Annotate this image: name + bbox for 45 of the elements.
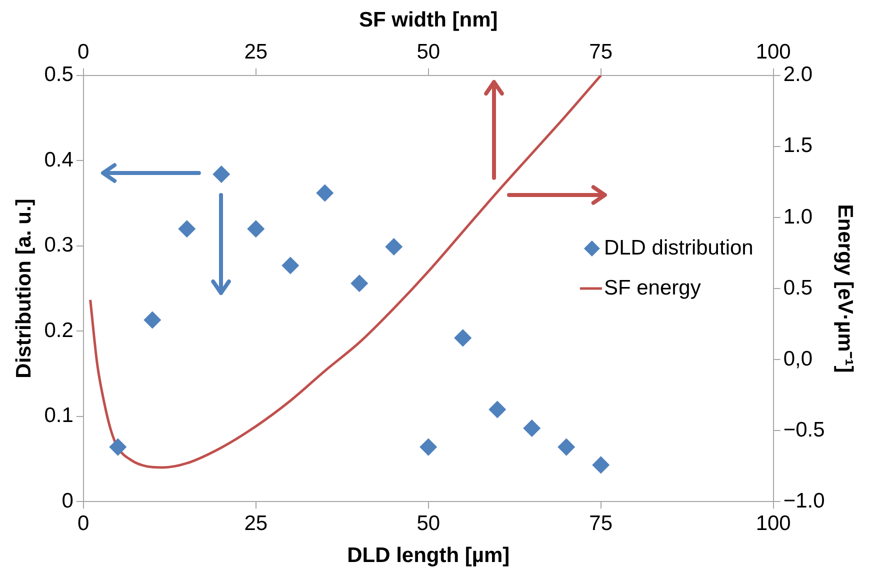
y-tick-label: 0.1: [44, 404, 74, 428]
point: [592, 456, 610, 474]
y2-tick-label: 1.5: [783, 134, 813, 158]
point: [420, 438, 437, 456]
legend-label: DLD distribution: [604, 236, 754, 260]
y-tick-label: 0.4: [44, 148, 74, 172]
x2-tick-label: 75: [589, 40, 613, 64]
y2-axis-title: Energy [eV·µm⁻¹]: [834, 204, 857, 373]
point: [213, 166, 230, 183]
point: [558, 438, 575, 456]
y-axis-title: Distribution [a. u.]: [12, 198, 36, 378]
x-tick-label: 100: [756, 512, 791, 535]
x-tick-label: 25: [244, 512, 268, 535]
x-axis-title: DLD length [µm]: [347, 544, 510, 568]
point: [454, 330, 472, 346]
line-series: [89, 75, 602, 469]
x2-tick-label: 0: [78, 40, 90, 64]
y2-tick-label: 0,0: [783, 347, 813, 370]
y2-tick-label: 1.0: [783, 205, 813, 228]
y-tick-label: 0: [62, 489, 74, 512]
y-tick-label: 0.5: [44, 63, 74, 86]
x-tick-label: 0: [78, 512, 90, 535]
point: [110, 438, 126, 456]
x2-tick-label: 25: [244, 40, 268, 64]
point: [351, 275, 368, 292]
x2-tick-label: 50: [416, 40, 440, 64]
x-tick-label: 50: [416, 512, 440, 535]
y2-tick-label: −1.0: [783, 489, 825, 512]
point: [316, 184, 334, 202]
y2-tick-label: 2.0: [783, 63, 813, 86]
x2-axis-title: SF width [nm]: [358, 8, 498, 32]
legend-label: SF energy: [604, 276, 702, 300]
point: [524, 420, 540, 437]
point: [489, 401, 506, 418]
point: [178, 220, 196, 238]
point: [248, 220, 264, 238]
point: [282, 257, 299, 274]
x2-tick-label: 100: [756, 40, 791, 64]
y2-tick-label: 0.5: [783, 276, 813, 300]
point: [386, 238, 402, 255]
point: [144, 312, 161, 328]
y2-tick-label: −0.5: [783, 418, 825, 442]
y-tick-label: 0.2: [44, 318, 74, 342]
y-tick-label: 0.3: [44, 234, 74, 257]
x-tick-label: 75: [589, 512, 613, 535]
